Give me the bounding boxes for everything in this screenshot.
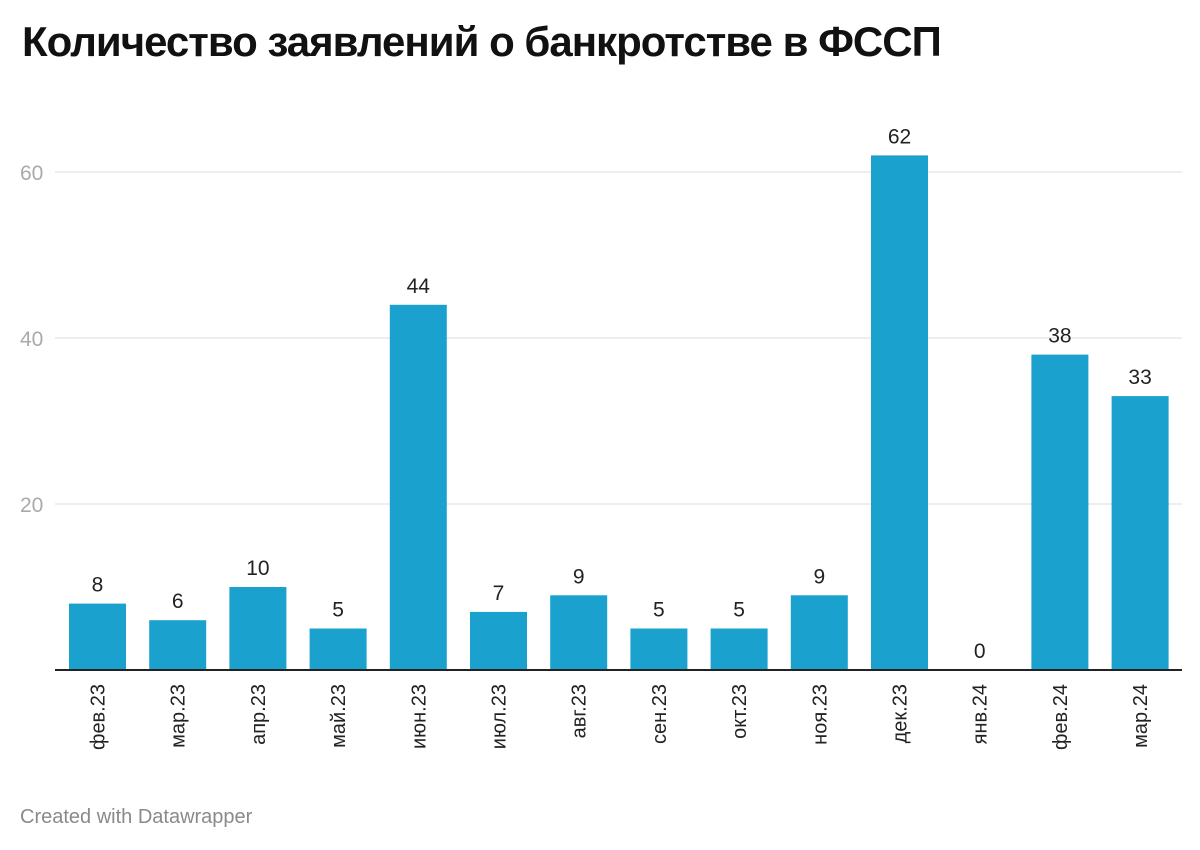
category-label: май.23 — [328, 684, 350, 748]
category-label: сен.23 — [649, 684, 671, 744]
data-label: 9 — [813, 565, 825, 588]
data-label: 44 — [407, 275, 431, 298]
category-label: ноя.23 — [809, 684, 831, 745]
category-label: окт.23 — [729, 684, 751, 739]
y-tick-label: 60 — [20, 162, 43, 185]
category-label: янв.24 — [970, 684, 992, 744]
category-label: фев.23 — [88, 684, 110, 750]
bar — [69, 603, 126, 670]
bar — [871, 155, 928, 670]
data-label: 10 — [246, 557, 269, 580]
y-tick-label: 20 — [20, 494, 43, 517]
data-label: 9 — [573, 565, 585, 588]
bar — [1031, 354, 1089, 670]
data-label: 7 — [493, 582, 505, 605]
bar — [149, 620, 207, 670]
bar — [710, 628, 768, 670]
bar — [470, 611, 527, 670]
bar — [550, 595, 608, 670]
bar — [630, 628, 688, 670]
category-label: июн.23 — [408, 684, 430, 749]
data-label: 33 — [1128, 366, 1151, 389]
category-label: авг.23 — [569, 684, 591, 738]
category-label: фев.24 — [1050, 684, 1072, 750]
bar — [229, 587, 287, 670]
data-label: 62 — [888, 125, 911, 148]
chart-title: Количество заявлений о банкротстве в ФСС… — [22, 18, 942, 65]
y-tick-label: 40 — [20, 328, 43, 351]
bar — [309, 628, 367, 670]
data-label: 5 — [653, 599, 665, 622]
data-label: 0 — [974, 640, 986, 663]
bar — [790, 595, 848, 670]
category-label: мар.23 — [168, 684, 190, 748]
category-label: июл.23 — [489, 684, 511, 749]
data-label: 8 — [92, 574, 104, 597]
data-label: 6 — [172, 590, 184, 613]
data-label: 5 — [332, 599, 344, 622]
category-label: апр.23 — [248, 684, 270, 745]
category-label: дек.23 — [890, 684, 912, 743]
category-label: мар.24 — [1130, 684, 1152, 748]
data-label: 5 — [733, 599, 745, 622]
bar — [389, 304, 447, 670]
bar — [1111, 396, 1169, 670]
datawrapper-credit: Created with Datawrapper — [20, 806, 253, 828]
data-label: 38 — [1048, 325, 1071, 348]
